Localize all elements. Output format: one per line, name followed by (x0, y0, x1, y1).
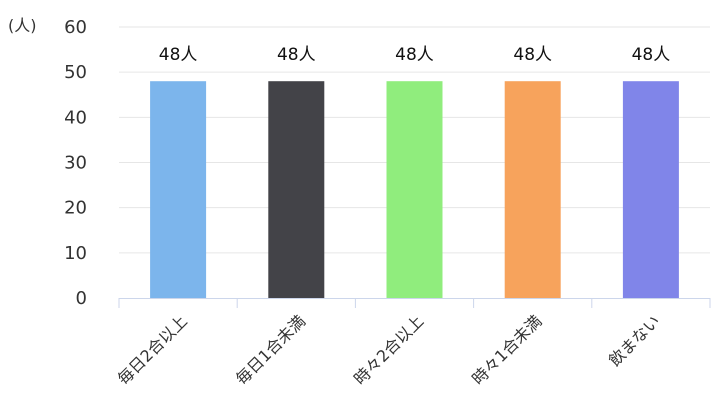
data-label: 48人 (159, 45, 198, 65)
data-label: 48人 (395, 45, 434, 65)
y-axis-ticks: 0 10 20 30 40 50 60 (64, 17, 87, 309)
y-tick-label: 30 (64, 153, 87, 174)
x-tick-label: 毎日1合未満 (232, 311, 309, 388)
data-label: 48人 (513, 45, 552, 65)
bar-1[interactable] (150, 81, 207, 298)
x-axis (118, 298, 711, 308)
bar-3[interactable] (386, 81, 443, 298)
x-axis-ticks: 毎日2合以上 毎日1合未満 時々2合以上 時々1合未満 飲まない (114, 311, 664, 388)
data-labels: 48人 48人 48人 48人 48人 (159, 45, 670, 65)
bar-2[interactable] (268, 81, 325, 298)
y-tick-label: 50 (64, 62, 87, 83)
y-tick-label: 10 (64, 243, 87, 264)
bar-5[interactable] (622, 81, 679, 298)
data-label: 48人 (632, 45, 671, 65)
x-tick-label: 飲まない (605, 311, 664, 370)
data-label: 48人 (277, 45, 316, 65)
y-tick-label: 40 (64, 107, 87, 128)
bars (150, 81, 679, 298)
y-tick-label: 20 (64, 198, 87, 219)
x-tick-label: 時々1合未満 (468, 311, 545, 388)
bar-4[interactable] (504, 81, 561, 298)
x-tick-label: 毎日2合以上 (114, 311, 191, 388)
y-tick-label: 0 (76, 288, 87, 309)
y-tick-label: 60 (64, 17, 87, 38)
y-axis-unit-label: (人) (8, 16, 37, 35)
x-tick-label: 時々2合以上 (350, 311, 427, 388)
